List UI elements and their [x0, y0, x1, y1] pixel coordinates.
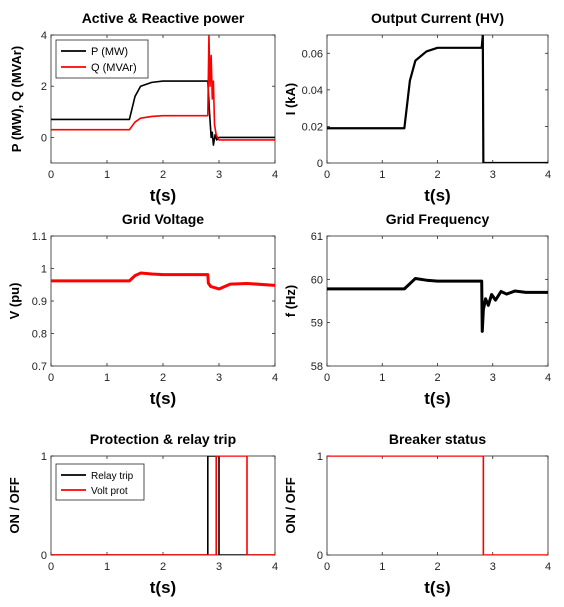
- x-tick-label: 3: [216, 372, 222, 384]
- series-line-1: [51, 80, 275, 146]
- x-tick-label: 4: [272, 561, 278, 573]
- y-tick-label: 1.1: [32, 231, 47, 243]
- y-tick-label: 0.04: [302, 85, 323, 97]
- chart-panel-6: Breaker status 0 1 2 3 4 0 1 t(s) ON / OFF: [283, 431, 551, 597]
- chart-panel-4: Grid Frequency 0 1 2 3 4 58 59 60 61 t(s) f (Hz): [283, 211, 551, 408]
- y-axis-label: P (MW), Q (MVAr): [9, 46, 24, 152]
- plot-area: [326, 235, 549, 367]
- x-tick-label: 3: [216, 169, 222, 181]
- x-axis-label: t(s): [424, 389, 450, 408]
- chart-title: Breaker status: [389, 431, 486, 447]
- chart-title: Grid Frequency: [386, 211, 490, 227]
- x-tick-label: 2: [160, 169, 166, 181]
- chart-title: Protection & relay trip: [90, 431, 236, 447]
- series-line-1: [327, 456, 548, 555]
- x-tick-label: 1: [379, 561, 385, 573]
- x-tick-label: 0: [324, 372, 330, 384]
- x-tick-label: 1: [104, 561, 110, 573]
- x-tick-label: 4: [272, 372, 278, 384]
- x-tick-label: 4: [545, 169, 551, 181]
- legend: P (MW) Q (MVAr): [55, 39, 149, 79]
- y-axis-label: I (kA): [283, 83, 298, 116]
- y-tick-label: 0.9: [32, 296, 47, 308]
- y-tick-label: 0: [41, 550, 47, 562]
- y-axis-label: ON / OFF: [283, 477, 298, 533]
- x-tick-label: 1: [104, 169, 110, 181]
- y-tick-label: 0.06: [302, 48, 323, 60]
- y-tick-label: 59: [311, 318, 323, 330]
- y-tick-label: 58: [311, 361, 323, 373]
- x-tick-label: 2: [160, 561, 166, 573]
- x-axis-label: t(s): [150, 186, 176, 205]
- chart-title: Active & Reactive power: [82, 10, 245, 26]
- x-tick-label: 0: [324, 561, 330, 573]
- x-tick-label: 3: [216, 561, 222, 573]
- x-tick-label: 4: [545, 561, 551, 573]
- legend-box: [55, 39, 149, 79]
- chart-panel-2: Output Current (HV) 0 1 2 3 4 0 0.02 0.04 0.06 t(s…: [283, 10, 551, 205]
- x-tick-label: 4: [545, 372, 551, 384]
- series-line-1: [327, 35, 548, 163]
- y-tick-label: 0: [317, 158, 323, 170]
- y-tick-label: 0.8: [32, 329, 47, 341]
- y-tick-label: 1: [41, 264, 47, 276]
- x-tick-label: 2: [434, 561, 440, 573]
- series-line-2: [51, 35, 275, 141]
- chart-panel-3: Grid Voltage 0 1 2 3 4 0.7 0.8 0.9 1 1.1 t(s) V (pu): [7, 211, 278, 408]
- chart-title: Grid Voltage: [122, 211, 204, 227]
- x-axis-label: t(s): [150, 578, 176, 597]
- x-tick-label: 2: [434, 169, 440, 181]
- y-tick-label: 0: [41, 132, 47, 144]
- x-tick-label: 2: [160, 372, 166, 384]
- chart-title: Output Current (HV): [371, 10, 504, 26]
- y-tick-label: 0.7: [32, 361, 47, 373]
- x-tick-label: 2: [434, 372, 440, 384]
- y-tick-label: 1: [317, 451, 323, 463]
- x-tick-label: 0: [324, 169, 330, 181]
- x-tick-label: 0: [48, 169, 54, 181]
- legend-label: Relay trip: [91, 471, 134, 482]
- plot-area: [326, 455, 549, 556]
- series-line-1: [327, 276, 548, 333]
- legend-label: Q (MVAr): [91, 62, 137, 74]
- y-tick-label: 60: [311, 274, 323, 286]
- y-tick-label: 61: [311, 231, 323, 243]
- x-tick-label: 0: [48, 372, 54, 384]
- x-tick-label: 3: [490, 169, 496, 181]
- x-tick-label: 1: [379, 169, 385, 181]
- x-tick-label: 0: [48, 561, 54, 573]
- series-line-1: [51, 271, 275, 291]
- y-tick-label: 0.02: [302, 121, 323, 133]
- y-tick-label: 4: [41, 30, 47, 42]
- chart-panel-5: Protection & relay trip 0 1 2 3 4 0 1 t(s) ON / O…: [7, 431, 278, 597]
- plot-area: [326, 34, 549, 164]
- y-axis-label: V (pu): [7, 283, 22, 320]
- plot-area: [50, 235, 276, 367]
- y-axis-label: ON / OFF: [7, 477, 22, 533]
- chart-panel-1: Active & Reactive power 0 1 2 3 4 0 2 4 t(s) P (MW…: [9, 10, 278, 205]
- legend: Relay trip Volt prot: [55, 463, 145, 501]
- y-tick-label: 0: [317, 550, 323, 562]
- legend-label: Volt prot: [91, 486, 128, 497]
- x-tick-label: 1: [379, 372, 385, 384]
- x-tick-label: 1: [104, 372, 110, 384]
- x-axis-label: t(s): [424, 578, 450, 597]
- x-tick-label: 4: [272, 169, 278, 181]
- x-axis-label: t(s): [150, 389, 176, 408]
- x-tick-label: 3: [490, 372, 496, 384]
- x-tick-label: 3: [490, 561, 496, 573]
- y-tick-label: 1: [41, 451, 47, 463]
- legend-label: P (MW): [91, 46, 128, 58]
- x-axis-label: t(s): [424, 186, 450, 205]
- y-tick-label: 2: [41, 81, 47, 93]
- legend-box: [55, 463, 145, 501]
- y-axis-label: f (Hz): [283, 285, 298, 318]
